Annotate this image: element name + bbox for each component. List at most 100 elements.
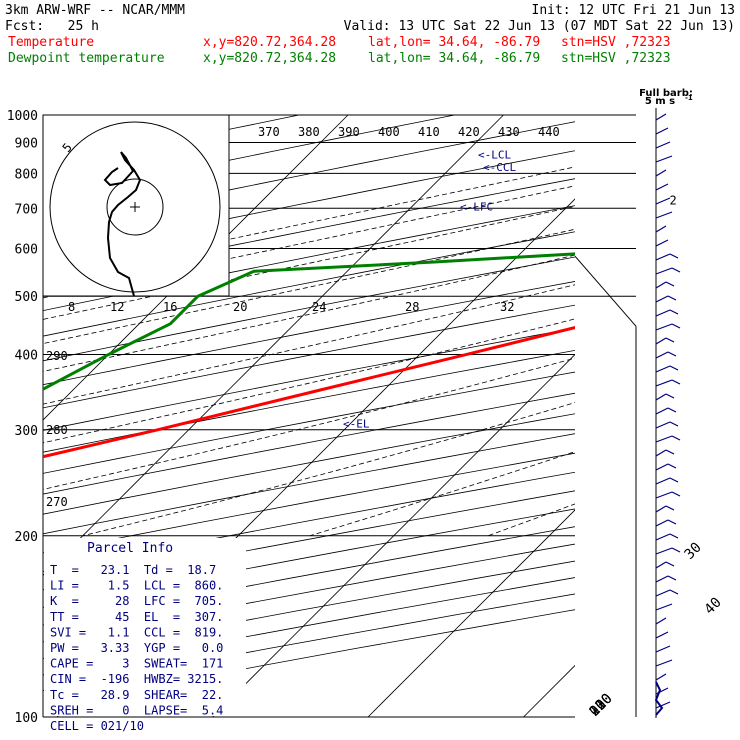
wind-barb bbox=[655, 701, 671, 709]
parcel-info-title: Parcel Info bbox=[87, 541, 173, 556]
dry-adiabat bbox=[43, 371, 575, 474]
wind-barb bbox=[655, 575, 677, 583]
theta-label: 430 bbox=[498, 125, 520, 139]
dry-adiabat bbox=[43, 452, 575, 554]
wind-barb bbox=[655, 351, 677, 359]
moist-adiabat bbox=[43, 357, 575, 490]
wind-barb bbox=[655, 281, 675, 289]
dry-adiabat bbox=[43, 413, 575, 515]
background-lines bbox=[43, 115, 740, 717]
parcel-info-row: K = 28 LFC = 705. bbox=[50, 594, 223, 608]
theta-label-lower: 270 bbox=[46, 495, 68, 509]
pressure-label: 1000 bbox=[7, 109, 38, 124]
wind-barb bbox=[655, 141, 671, 149]
pressure-label: 900 bbox=[15, 137, 38, 152]
wind-barb bbox=[655, 477, 679, 485]
parcel-info-row: Tc = 28.9 SHEAR= 22. bbox=[50, 688, 223, 702]
moist-adiabat bbox=[43, 284, 575, 405]
theta-label: 380 bbox=[298, 125, 320, 139]
parcel-info-row: LI = 1.5 LCL = 860. bbox=[50, 579, 223, 593]
valid-time: Valid: 13 UTC Sat 22 Jun 13 (07 MDT Sat … bbox=[344, 19, 735, 34]
parcel-info-panel: Parcel Info T = 23.1 Td = 18.7 LI = 1.5 L… bbox=[44, 538, 246, 733]
hodograph-speed-label: 8 bbox=[68, 300, 75, 314]
wind-barb bbox=[655, 491, 681, 499]
theta-label-lower: 280 bbox=[46, 423, 68, 437]
parcel-info-row: CAPE = 3 SWEAT= 171 bbox=[50, 657, 223, 671]
wind-profile: Full barb: 5 m s -1 bbox=[639, 88, 693, 718]
wind-barb bbox=[655, 645, 671, 653]
theta-label: 410 bbox=[418, 125, 440, 139]
theta-label: 400 bbox=[378, 125, 400, 139]
pressure-label: 500 bbox=[15, 290, 38, 305]
hodograph-speed-label: 20 bbox=[233, 300, 247, 314]
temperature-station: stn=HSV ,72323 bbox=[561, 35, 671, 50]
isotherm bbox=[679, 115, 740, 717]
wind-barb bbox=[655, 533, 679, 541]
wind-key-title: Full barb: bbox=[639, 88, 693, 99]
wind-key-value: 5 m s bbox=[645, 96, 675, 107]
wind-barb bbox=[655, 435, 681, 443]
wind-barb bbox=[655, 113, 667, 121]
wind-barb bbox=[655, 337, 675, 345]
parcel-info-row: T = 23.1 Td = 18.7 bbox=[50, 563, 216, 577]
hodograph-trace bbox=[103, 151, 142, 296]
isotherm bbox=[523, 664, 575, 717]
wind-barb bbox=[655, 295, 677, 303]
isobars bbox=[42, 114, 637, 718]
wind-barb bbox=[655, 211, 673, 219]
wind-barb bbox=[655, 519, 677, 527]
isotherm bbox=[367, 509, 575, 717]
wind-barb bbox=[655, 407, 677, 415]
hodograph-outer-ring bbox=[49, 121, 221, 293]
wind-barb bbox=[655, 127, 669, 135]
wind-barb bbox=[655, 309, 679, 317]
isotherm bbox=[212, 353, 575, 717]
theta-label: 420 bbox=[458, 125, 480, 139]
wind-barb bbox=[655, 197, 671, 205]
level-markers: <-EL <-LFC <-CCL<-LCL bbox=[343, 148, 516, 430]
parcel-info-row: SREH = 0 LAPSE= 5.4 bbox=[50, 703, 223, 717]
axis-labels: 235812201002003004005006007008009001000-… bbox=[7, 109, 725, 726]
wind-barb bbox=[655, 617, 667, 625]
parcel-info-row: CELL = 021/10 bbox=[50, 719, 144, 733]
dry-adiabat bbox=[43, 433, 575, 535]
pressure-label: 800 bbox=[15, 167, 38, 182]
wind-key-exponent: -1 bbox=[685, 94, 693, 102]
wind-barb bbox=[655, 155, 673, 163]
dewpoint-profile bbox=[43, 252, 575, 391]
dewpoint-xy: x,y=820.72,364.28 bbox=[203, 51, 336, 66]
hodograph-speed-label: 12 bbox=[110, 300, 124, 314]
level-marker: <-LCL bbox=[478, 148, 511, 161]
wind-barb bbox=[655, 547, 681, 555]
pressure-label: 700 bbox=[15, 202, 38, 217]
dry-adiabat bbox=[43, 392, 575, 495]
wind-barb bbox=[655, 323, 681, 331]
level-marker: <-EL bbox=[343, 418, 370, 431]
temperature-legend: Temperature bbox=[8, 35, 94, 50]
parcel-info-row: SVI = 1.1 CCL = 819. bbox=[50, 625, 223, 639]
dewpoint-station: stn=HSV ,72323 bbox=[561, 51, 671, 66]
wind-barb bbox=[655, 239, 669, 247]
parcel-info-row: PW = 3.33 YGP = 0.0 bbox=[50, 641, 223, 655]
isotherm-label: 40 bbox=[702, 595, 725, 618]
hodograph-speed-label: 24 bbox=[312, 300, 326, 314]
wind-barb bbox=[655, 603, 673, 611]
hodograph-inner-ring bbox=[106, 178, 164, 236]
dry-adiabat bbox=[43, 256, 575, 362]
level-marker: <-CCL bbox=[483, 161, 516, 174]
wind-barb bbox=[655, 393, 675, 401]
pressure-label: 400 bbox=[15, 349, 38, 364]
theta-label: 370 bbox=[258, 125, 280, 139]
theta-label: 390 bbox=[338, 125, 360, 139]
wind-barb bbox=[655, 225, 667, 233]
hodograph-speed-label: 16 bbox=[163, 300, 177, 314]
wind-barb bbox=[655, 169, 667, 177]
mixing-ratio-line bbox=[604, 115, 740, 249]
temperature-latlon: lat,lon= 34.64, -86.79 bbox=[368, 35, 540, 50]
wind-barb bbox=[655, 659, 673, 667]
hodograph: 5 bbox=[42, 114, 230, 297]
hodograph-speed-label: 32 bbox=[500, 300, 514, 314]
wind-barb-cluster bbox=[654, 681, 664, 716]
profiles bbox=[43, 252, 575, 459]
wind-barb bbox=[655, 631, 669, 639]
